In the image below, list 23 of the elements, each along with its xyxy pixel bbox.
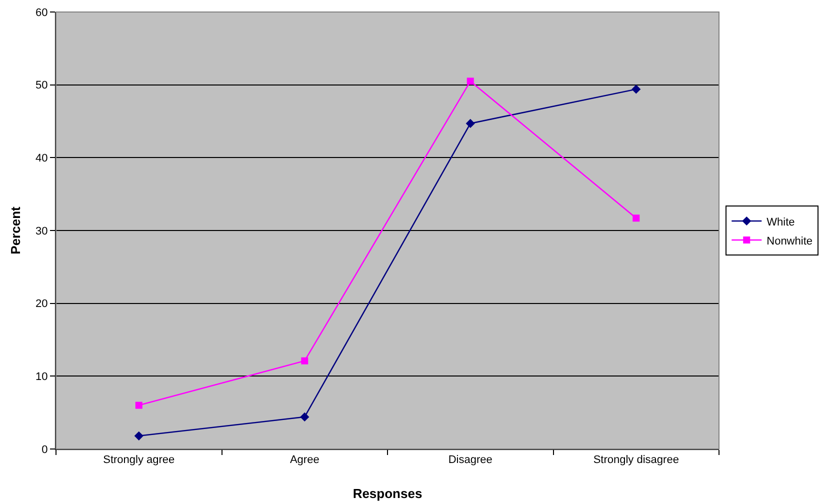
y-tick-label: 50 [36,80,48,92]
x-tick-label: Agree [290,454,320,466]
legend-label: Nonwhite [766,235,812,248]
point [301,357,308,364]
y-tick-label: 10 [36,371,48,384]
point [134,431,144,440]
x-tick-label: Strongly disagree [593,454,679,466]
x-tick-label: Disagree [448,454,492,466]
point [300,412,310,422]
y-tick-label: 40 [36,152,48,165]
y-tick-label: 30 [36,225,48,238]
point [632,84,641,94]
y-axis-title: Percent [8,206,23,254]
y-tick-label: 60 [36,6,48,19]
point [466,118,475,128]
point [466,78,474,85]
y-tick-label: 20 [36,298,48,310]
point [135,402,142,409]
y-tick-label: 0 [42,444,48,456]
x-axis-title: Responses [352,486,422,501]
legend-label: White [766,216,795,228]
point [632,214,640,222]
x-tick-label: Strongly agree [103,454,175,466]
